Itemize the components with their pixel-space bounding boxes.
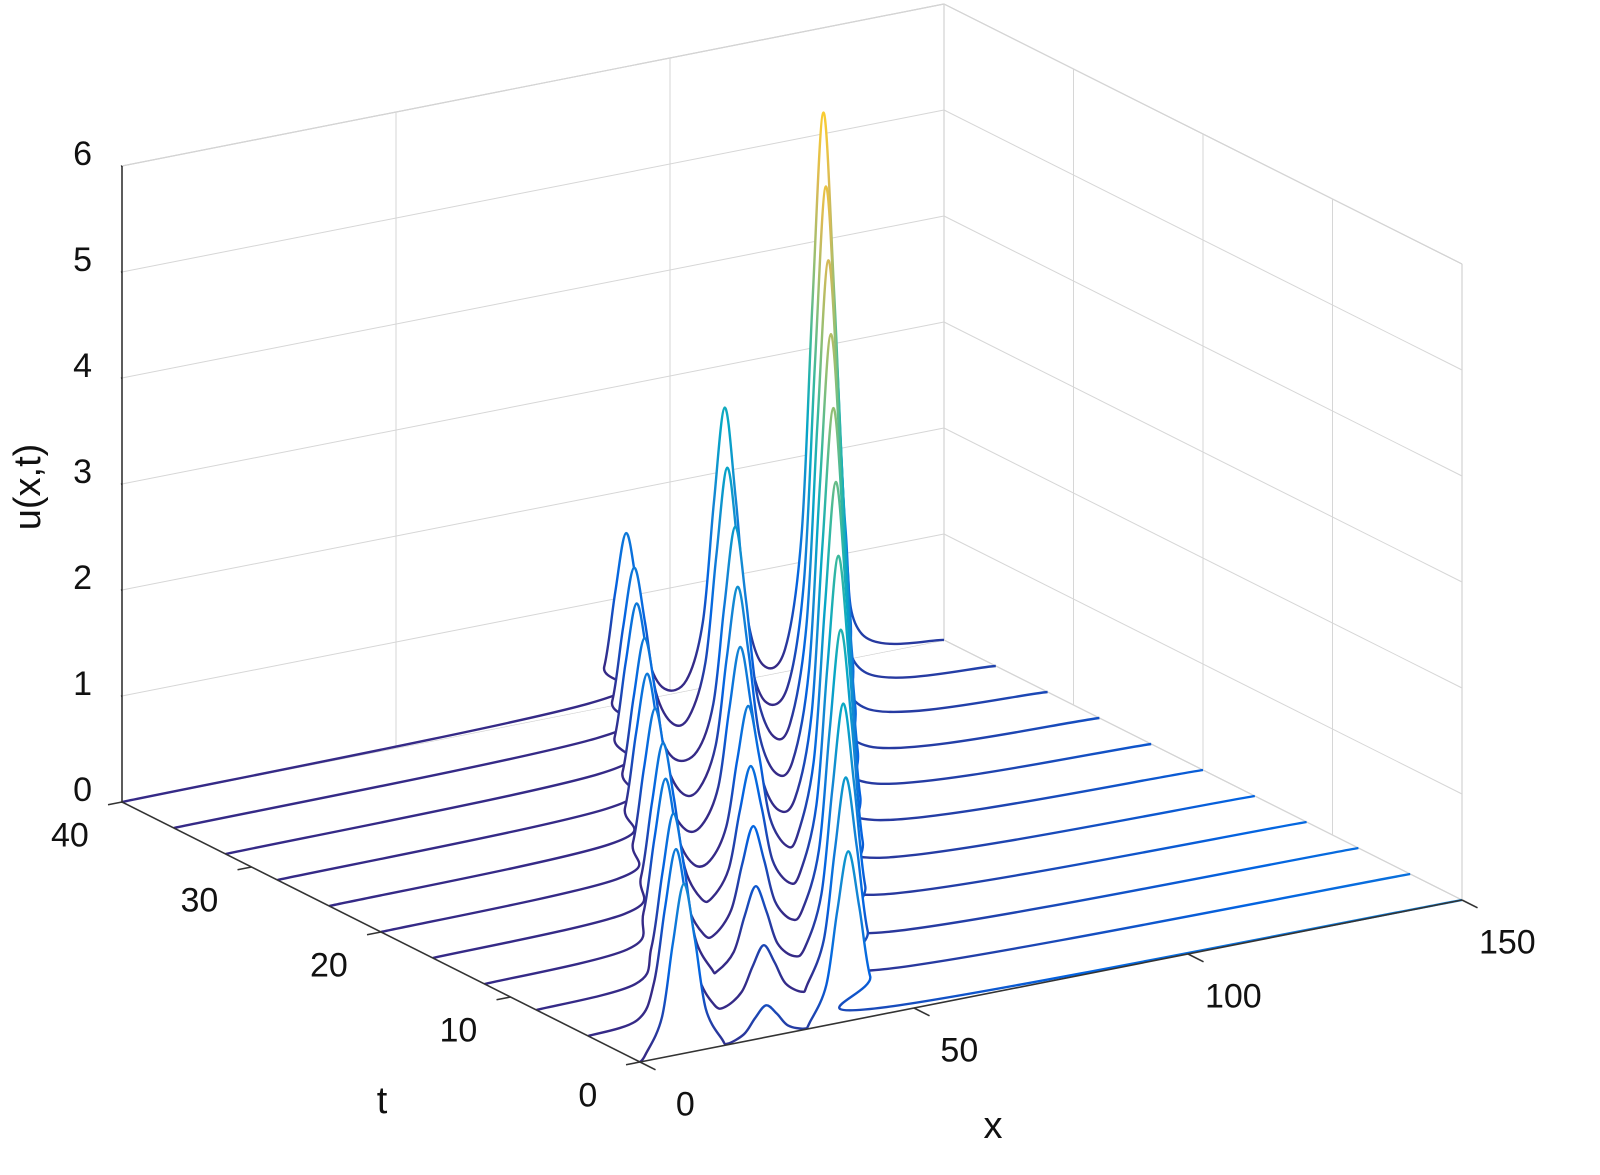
x-tick-label: 100 — [1205, 978, 1262, 1016]
y-tick — [497, 997, 511, 1000]
y-tick — [626, 1062, 640, 1065]
y-tick-label: 40 — [51, 816, 89, 854]
x-tick-label: 150 — [1479, 924, 1536, 962]
y-tick — [367, 932, 381, 935]
x-tick-label: 0 — [676, 1086, 695, 1124]
z-tick-label: 0 — [73, 771, 92, 809]
y-tick — [108, 802, 122, 805]
x-tick — [640, 1062, 656, 1070]
x-tick — [1188, 954, 1204, 962]
y-tick-label: 0 — [578, 1076, 597, 1114]
z-tick-label: 5 — [73, 241, 92, 279]
z-tick-label: 3 — [73, 453, 92, 491]
line-fill — [277, 334, 1099, 880]
line-fill — [174, 186, 996, 828]
z-tick-label: 1 — [73, 665, 92, 703]
y-axis-label: t — [377, 1080, 388, 1122]
y-tick-label: 20 — [310, 946, 348, 984]
profile-line — [174, 186, 996, 828]
z-axis-label: u(x,t) — [7, 444, 49, 531]
x-tick-label: 50 — [940, 1032, 978, 1070]
x-tick — [914, 1008, 930, 1016]
y-tick-label: 30 — [180, 881, 218, 919]
z-tick-label: 2 — [73, 559, 92, 597]
y-tick — [238, 867, 252, 870]
x-tick — [1462, 900, 1478, 908]
z-tick-label: 4 — [73, 347, 92, 385]
z-tick-label: 6 — [73, 135, 92, 173]
y-tick-label: 10 — [439, 1011, 477, 1049]
x-axis-label: x — [984, 1105, 1003, 1147]
